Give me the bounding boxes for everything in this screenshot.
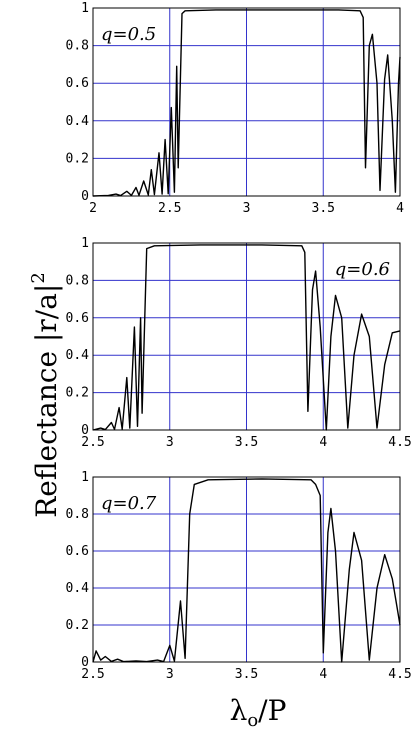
y-tick-label: 0.4 [66,348,90,363]
reflectance-curve-1 [92,9,401,197]
y-tick-label: 0.2 [66,151,89,166]
panel-3: 2.5 3 3.5 4 4.5 0 0.2 0.4 0.6 0.8 1 q=0.7 [66,470,412,682]
panel-1: 2 2.5 3 3.5 4 0 0.2 0.4 0.6 0.8 1 q=0.5 [66,1,405,216]
y-tick-label: 0.6 [66,544,89,559]
y-tick-label: 0 [81,655,89,670]
svg-text:λo/P: λo/P [230,694,287,731]
y-tick-label: 0.8 [66,273,89,288]
y-tick-label: 0.4 [66,114,90,129]
x-axis-label-rest: /P [258,694,286,727]
y-tick-label: 0.6 [66,311,89,326]
x-tick-label: 3 [243,201,251,216]
x-axis-label: λo/P [230,694,287,731]
y-axis-label-sup: 2 [28,272,49,283]
y-axis-label-main: Reflectance [30,342,63,518]
q-value-label: q=0.6 [335,259,390,280]
plot-frame-1 [92,7,401,197]
x-axis-label-sub: o [247,710,258,731]
x-tick-label: 2.5 [81,435,104,450]
x-tick-label: 2 [89,201,97,216]
y-tick-label: 1 [81,1,89,16]
panel-2: 2.5 3 3.5 4 4.5 0 0.2 0.4 0.6 0.8 1 q=0.6 [66,236,412,450]
y-tick-label: 1 [81,470,89,485]
x-tick-label: 4.5 [388,435,411,450]
x-tick-label: 4 [319,435,327,450]
x-tick-label: 4 [396,201,404,216]
x-tick-label: 2.5 [158,201,181,216]
x-tick-label: 4.5 [388,667,411,682]
x-tick-label: 3.5 [235,435,258,450]
reflectance-curve-3 [92,478,401,663]
panels: 2 2.5 3 3.5 4 0 0.2 0.4 0.6 0.8 1 q=0.5 2.5 3 3.5 4 4.5 0… [66,1,412,682]
q-value-label: q=0.5 [101,24,156,45]
x-tick-label: 3.5 [235,667,258,682]
plot-frame-2 [92,242,401,431]
y-tick-label: 0.8 [66,507,89,522]
y-axis-label: Reflectance |r/a|2 [28,272,63,518]
y-tick-label: 0.2 [66,386,89,401]
y-tick-label: 0 [81,423,89,438]
y-tick-label: 1 [81,236,89,251]
svg-text:Reflectance |r/a|2: Reflectance |r/a|2 [28,272,63,518]
y-tick-label: 0.6 [66,76,89,91]
y-tick-label: 0 [81,189,89,204]
reflectance-curve-2 [92,244,401,431]
y-tick-label: 0.2 [66,618,89,633]
q-value-label: q=0.7 [101,493,157,514]
x-tick-label: 3 [166,667,174,682]
x-tick-label: 3 [166,435,174,450]
y-tick-label: 0.8 [66,39,89,54]
y-axis-label-abs: |r/a| [30,284,63,342]
x-axis-label-lambda: λ [230,694,248,727]
y-tick-label: 0.4 [66,581,90,596]
x-tick-label: 3.5 [312,201,335,216]
x-tick-label: 4 [319,667,327,682]
x-tick-label: 2.5 [81,667,104,682]
plot-frame-3 [92,476,401,663]
